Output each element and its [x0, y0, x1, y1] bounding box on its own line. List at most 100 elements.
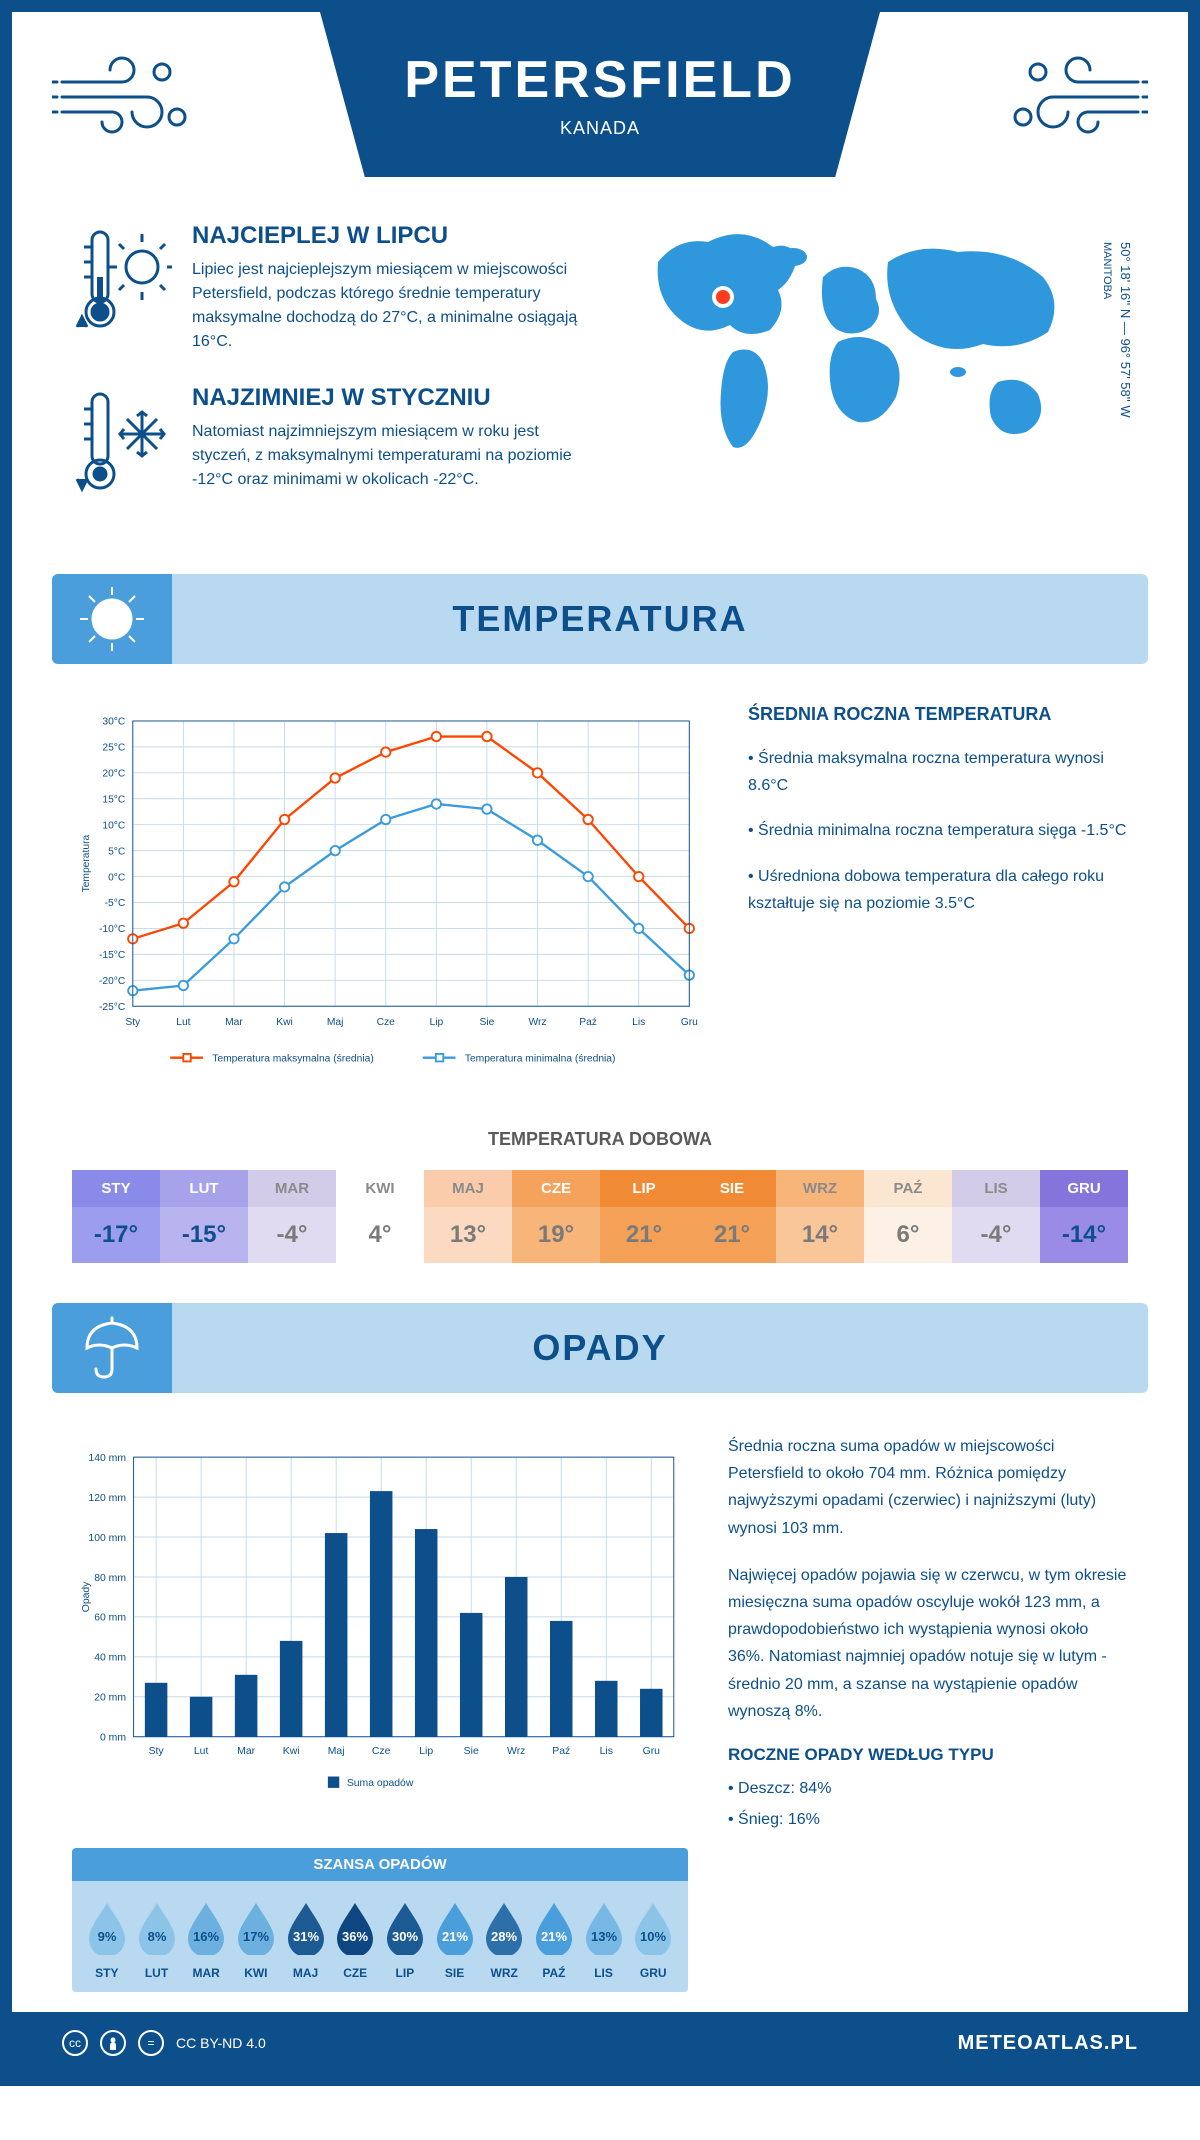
svg-text:0°C: 0°C	[108, 872, 126, 883]
chance-drop-cell: 17%	[231, 1901, 281, 1960]
chance-month-label: SIE	[430, 1960, 480, 1980]
svg-text:Lis: Lis	[600, 1746, 613, 1757]
daily-value-cell: -15°	[160, 1207, 248, 1263]
svg-text:Wrz: Wrz	[507, 1746, 525, 1757]
svg-text:Lip: Lip	[429, 1017, 443, 1028]
chance-drop-cell: 8%	[132, 1901, 182, 1960]
temperature-line-chart: -25°C-20°C-15°C-10°C-5°C0°C5°C10°C15°C20…	[72, 704, 708, 1089]
chance-month-label: PAŹ	[529, 1960, 579, 1980]
license-block: cc = CC BY-ND 4.0	[62, 2030, 266, 2056]
svg-text:Temperatura maksymalna (średni: Temperatura maksymalna (średnia)	[212, 1053, 373, 1064]
svg-text:20 mm: 20 mm	[94, 1693, 126, 1704]
daily-value-cell: -4°	[248, 1207, 336, 1263]
chance-drop-cell: 36%	[330, 1901, 380, 1960]
chance-drop-cell: 31%	[281, 1901, 331, 1960]
chance-drop-cell: 21%	[430, 1901, 480, 1960]
temp-info-title: ŚREDNIA ROCZNA TEMPERATURA	[748, 704, 1128, 725]
chance-month-label: WRZ	[479, 1960, 529, 1980]
svg-text:10%: 10%	[640, 1929, 666, 1944]
coldest-fact: NAJZIMNIEJ W STYCZNIU Natomiast najzimni…	[72, 384, 588, 504]
temperature-content: -25°C-20°C-15°C-10°C-5°C0°C5°C10°C15°C20…	[12, 664, 1188, 1129]
precip-type-title: ROCZNE OPADY WEDŁUG TYPU	[728, 1745, 1128, 1765]
svg-text:-10°C: -10°C	[99, 924, 126, 935]
cc-icon: cc	[62, 2030, 88, 2056]
svg-text:17%: 17%	[243, 1929, 269, 1944]
wind-icon	[52, 42, 202, 142]
warmest-text: NAJCIEPLEJ W LIPCU Lipiec jest najcieple…	[192, 222, 588, 354]
chance-title: SZANSA OPADÓW	[72, 1848, 688, 1881]
umbrella-tab-icon	[52, 1303, 172, 1393]
svg-text:80 mm: 80 mm	[94, 1573, 126, 1584]
precip-paragraph: Średnia roczna suma opadów w miejscowośc…	[728, 1433, 1128, 1542]
warmest-title: NAJCIEPLEJ W LIPCU	[192, 222, 588, 250]
svg-text:20°C: 20°C	[102, 769, 126, 780]
svg-text:Sty: Sty	[149, 1746, 165, 1757]
svg-text:60 mm: 60 mm	[94, 1613, 126, 1624]
overview-facts: NAJCIEPLEJ W LIPCU Lipiec jest najcieple…	[72, 222, 588, 534]
infographic-page: PETERSFIELD KANADA	[0, 0, 1200, 2086]
license-text: CC BY-ND 4.0	[176, 2035, 266, 2051]
temperature-info: ŚREDNIA ROCZNA TEMPERATURA • Średnia mak…	[748, 704, 1128, 1089]
header: PETERSFIELD KANADA	[12, 12, 1188, 202]
daily-month-cell: LIP	[600, 1170, 688, 1207]
daily-value-cell: 13°	[424, 1207, 512, 1263]
daily-month-cell: WRZ	[776, 1170, 864, 1207]
precipitation-title: OPADY	[532, 1327, 667, 1369]
map-column: MANITOBA 50° 18' 16'' N — 96° 57' 58'' W	[628, 222, 1128, 534]
svg-text:5°C: 5°C	[108, 846, 126, 857]
daily-value-cell: 6°	[864, 1207, 952, 1263]
svg-text:Paź: Paź	[579, 1017, 597, 1028]
svg-text:30°C: 30°C	[102, 717, 126, 728]
temperature-section-header: TEMPERATURA	[52, 574, 1148, 664]
svg-text:-15°C: -15°C	[99, 950, 126, 961]
temp-bullet: • Średnia minimalna roczna temperatura s…	[748, 817, 1128, 844]
svg-text:Kwi: Kwi	[276, 1017, 293, 1028]
chance-drop-cell: 21%	[529, 1901, 579, 1960]
daily-month-cell: PAŹ	[864, 1170, 952, 1207]
precipitation-info: Średnia roczna suma opadów w miejscowośc…	[728, 1433, 1128, 1992]
daily-value-cell: 4°	[336, 1207, 424, 1263]
precipitation-content: 0 mm20 mm40 mm60 mm80 mm100 mm120 mm140 …	[12, 1393, 1188, 2012]
temperature-title: TEMPERATURA	[452, 598, 747, 640]
svg-text:Lip: Lip	[419, 1746, 433, 1757]
svg-text:Lis: Lis	[632, 1017, 645, 1028]
coordinates: 50° 18' 16'' N — 96° 57' 58'' W	[1118, 242, 1133, 418]
svg-text:-20°C: -20°C	[99, 976, 126, 987]
title-banner: PETERSFIELD KANADA	[320, 12, 880, 177]
svg-text:Sie: Sie	[464, 1746, 479, 1757]
chance-drop-cell: 30%	[380, 1901, 430, 1960]
daily-month-cell: LIS	[952, 1170, 1040, 1207]
svg-text:Lut: Lut	[194, 1746, 209, 1757]
chance-drop-cell: 10%	[628, 1901, 678, 1960]
precipitation-chance: SZANSA OPADÓW 9%8%16%17%31%36%30%21%28%2…	[72, 1828, 688, 1992]
daily-value-cell: -14°	[1040, 1207, 1128, 1263]
svg-text:Maj: Maj	[327, 1017, 344, 1028]
overview-section: NAJCIEPLEJ W LIPCU Lipiec jest najcieple…	[12, 202, 1188, 574]
svg-text:-25°C: -25°C	[99, 1002, 126, 1013]
svg-text:8%: 8%	[147, 1929, 166, 1944]
region-label: MANITOBA	[1101, 242, 1113, 299]
daily-month-cell: MAJ	[424, 1170, 512, 1207]
svg-text:Mar: Mar	[237, 1746, 255, 1757]
svg-text:0 mm: 0 mm	[100, 1733, 126, 1744]
precipitation-bar-chart: 0 mm20 mm40 mm60 mm80 mm100 mm120 mm140 …	[72, 1433, 688, 1992]
daily-value-cell: 21°	[600, 1207, 688, 1263]
chance-month-label: MAR	[181, 1960, 231, 1980]
chance-month-label: LUT	[132, 1960, 182, 1980]
daily-month-cell: KWI	[336, 1170, 424, 1207]
thermometer-snow-icon	[72, 384, 172, 504]
world-map-icon	[628, 222, 1088, 472]
chance-month-label: LIS	[579, 1960, 629, 1980]
svg-text:Temperatura minimalna (średnia: Temperatura minimalna (średnia)	[465, 1053, 616, 1064]
location-title: PETERSFIELD	[404, 50, 795, 110]
daily-temp-title: TEMPERATURA DOBOWA	[72, 1129, 1128, 1150]
svg-text:21%: 21%	[541, 1929, 567, 1944]
daily-month-cell: CZE	[512, 1170, 600, 1207]
svg-text:Kwi: Kwi	[283, 1746, 300, 1757]
svg-text:Suma opadów: Suma opadów	[347, 1778, 414, 1789]
svg-text:9%: 9%	[97, 1929, 116, 1944]
svg-text:10°C: 10°C	[102, 820, 126, 831]
svg-text:100 mm: 100 mm	[88, 1533, 126, 1544]
daily-temperature-table: TEMPERATURA DOBOWA STYLUTMARKWIMAJCZELIP…	[12, 1129, 1188, 1303]
svg-text:Paź: Paź	[552, 1746, 570, 1757]
